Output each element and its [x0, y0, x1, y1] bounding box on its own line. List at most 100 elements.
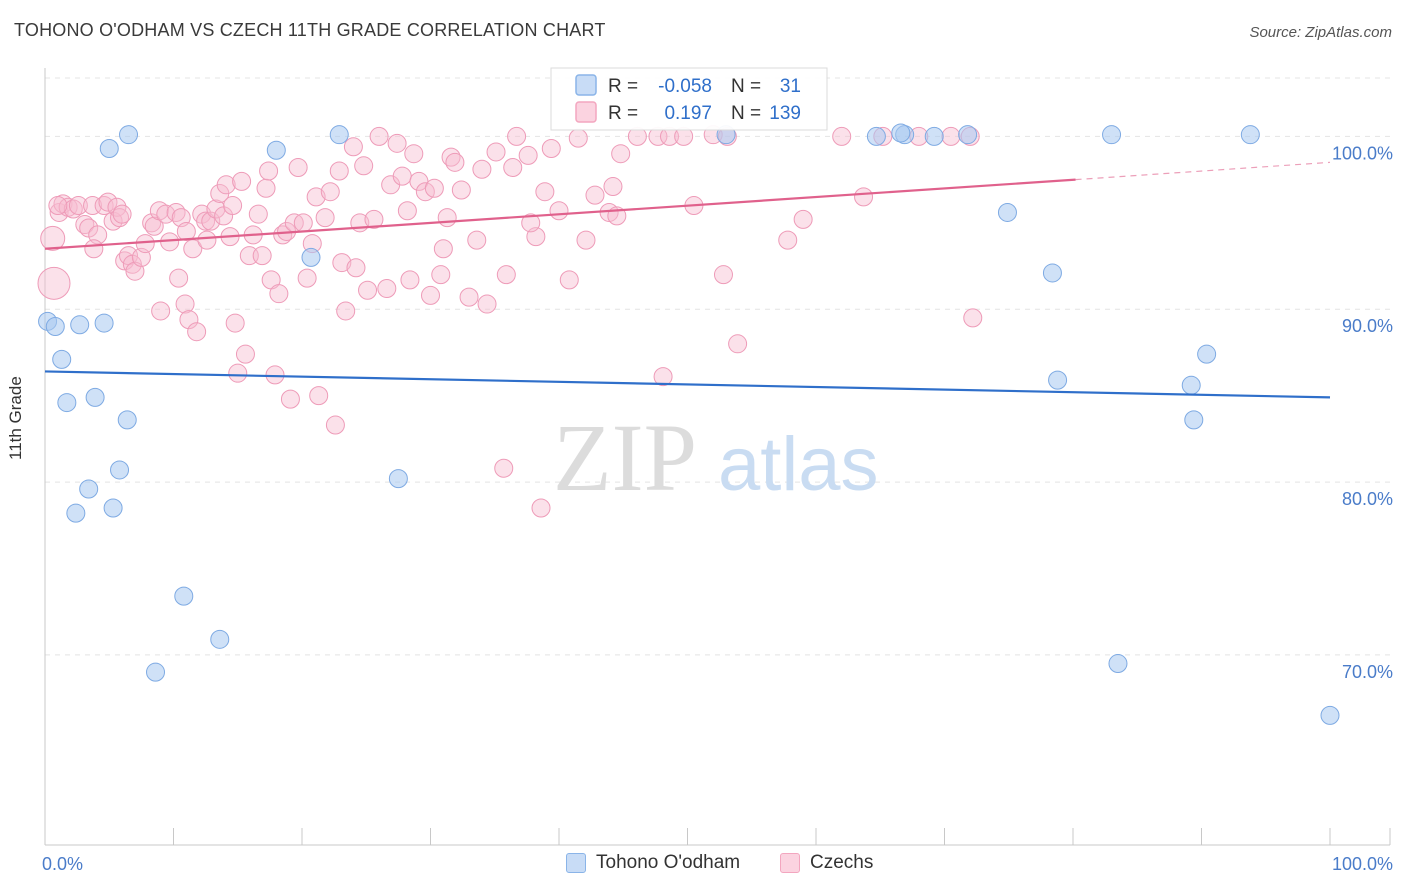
point-tohono — [110, 460, 130, 480]
legend-r-value: 0.197 — [664, 103, 712, 124]
point-tohono — [924, 126, 944, 146]
point-czechs — [142, 213, 162, 233]
point-czechs — [252, 246, 272, 266]
point-czechs — [98, 192, 118, 212]
point-czechs — [358, 280, 378, 300]
axes — [44, 68, 1391, 846]
point-czechs — [112, 204, 132, 224]
point-czechs — [431, 265, 451, 285]
point-czechs — [151, 301, 171, 321]
legend-label-czechs: Czechs — [810, 852, 874, 873]
point-czechs — [63, 199, 83, 219]
point-czechs — [424, 178, 444, 198]
point-czechs — [68, 196, 88, 216]
point-czechs — [585, 185, 605, 205]
point-czechs — [343, 137, 363, 157]
point-czechs — [135, 234, 155, 254]
legend-r-value: -0.058 — [658, 76, 712, 97]
point-czechs — [472, 159, 492, 179]
point-czechs — [559, 270, 579, 290]
point-tohono — [866, 126, 886, 146]
legend-item-tohono[interactable]: Tohono O'odham — [566, 852, 740, 874]
point-tohono — [210, 629, 230, 649]
point-tohono — [79, 479, 99, 499]
legend-box — [550, 67, 828, 131]
point-czechs — [288, 158, 308, 178]
point-czechs — [144, 216, 164, 236]
point-czechs — [273, 225, 293, 245]
point-czechs — [445, 152, 465, 172]
point-czechs — [397, 201, 417, 221]
point-czechs — [535, 182, 555, 202]
legend-n-value: 31 — [780, 76, 801, 97]
point-czechs — [503, 158, 523, 178]
point-czechs — [441, 147, 461, 167]
point-czechs — [110, 208, 130, 228]
point-czechs — [216, 175, 236, 195]
point-tohono — [1181, 375, 1201, 395]
point-czechs — [175, 294, 195, 314]
point-tohono — [117, 410, 137, 430]
point-czechs — [653, 367, 673, 387]
point-czechs — [364, 209, 384, 229]
series-legend: Tohono O'odham Czechs — [0, 852, 1406, 878]
legend-r-label: R = — [608, 76, 638, 97]
point-czechs — [336, 301, 356, 321]
point-czechs — [48, 196, 68, 216]
point-czechs — [521, 213, 541, 233]
point-czechs — [603, 177, 623, 197]
point-czechs — [518, 145, 538, 165]
point-tohono — [119, 125, 139, 145]
point-tohono — [66, 503, 86, 523]
point-czechs — [75, 215, 95, 235]
y-tick-label: 80.0% — [1342, 489, 1393, 509]
tick-labels: 100.0% 90.0% 80.0% 70.0% 0.0% 100.0% — [42, 143, 1393, 874]
point-czechs — [507, 126, 527, 146]
point-czechs — [459, 287, 479, 307]
point-czechs — [963, 308, 983, 328]
point-czechs — [451, 180, 471, 200]
point-czechs — [392, 166, 412, 186]
point-czechs — [320, 182, 340, 202]
point-tohono — [174, 586, 194, 606]
point-czechs — [156, 204, 176, 224]
point-czechs — [832, 126, 852, 146]
point-czechs — [332, 253, 352, 273]
point-tohono — [52, 349, 72, 369]
point-tohono — [99, 139, 119, 159]
point-czechs — [477, 294, 497, 314]
point-tohono — [329, 125, 349, 145]
legend-swatch-tohono — [566, 853, 586, 873]
point-czechs — [149, 201, 169, 221]
point-czechs — [541, 139, 561, 159]
legend-swatch-czechs — [780, 853, 800, 873]
x-tick-label: 0.0% — [42, 854, 83, 874]
legend-n-label: N = — [731, 103, 761, 124]
point-czechs — [854, 187, 874, 207]
point-tohono — [1042, 263, 1062, 283]
point-czechs — [40, 225, 66, 251]
point-czechs — [125, 261, 145, 281]
legend-item-czechs[interactable]: Czechs — [780, 852, 873, 874]
point-tohono — [1108, 654, 1128, 674]
point-tohono — [70, 315, 90, 335]
point-czechs — [206, 199, 226, 219]
chart-title: TOHONO O'ODHAM VS CZECH 11TH GRADE CORRE… — [14, 20, 606, 40]
point-czechs — [437, 208, 457, 228]
point-czechs — [179, 310, 199, 330]
point-tohono — [94, 313, 114, 333]
point-czechs — [354, 156, 374, 176]
legend-n-value: 139 — [769, 103, 801, 124]
point-czechs — [576, 230, 596, 250]
data-points — [37, 123, 1340, 725]
point-tohono — [1102, 125, 1122, 145]
point-czechs — [486, 142, 506, 162]
point-czechs — [549, 201, 569, 221]
grid-lines — [45, 77, 1390, 656]
point-tohono — [85, 387, 105, 407]
point-czechs — [269, 284, 289, 304]
point-czechs — [433, 239, 453, 259]
point-tohono — [997, 202, 1017, 222]
point-czechs — [228, 363, 248, 383]
